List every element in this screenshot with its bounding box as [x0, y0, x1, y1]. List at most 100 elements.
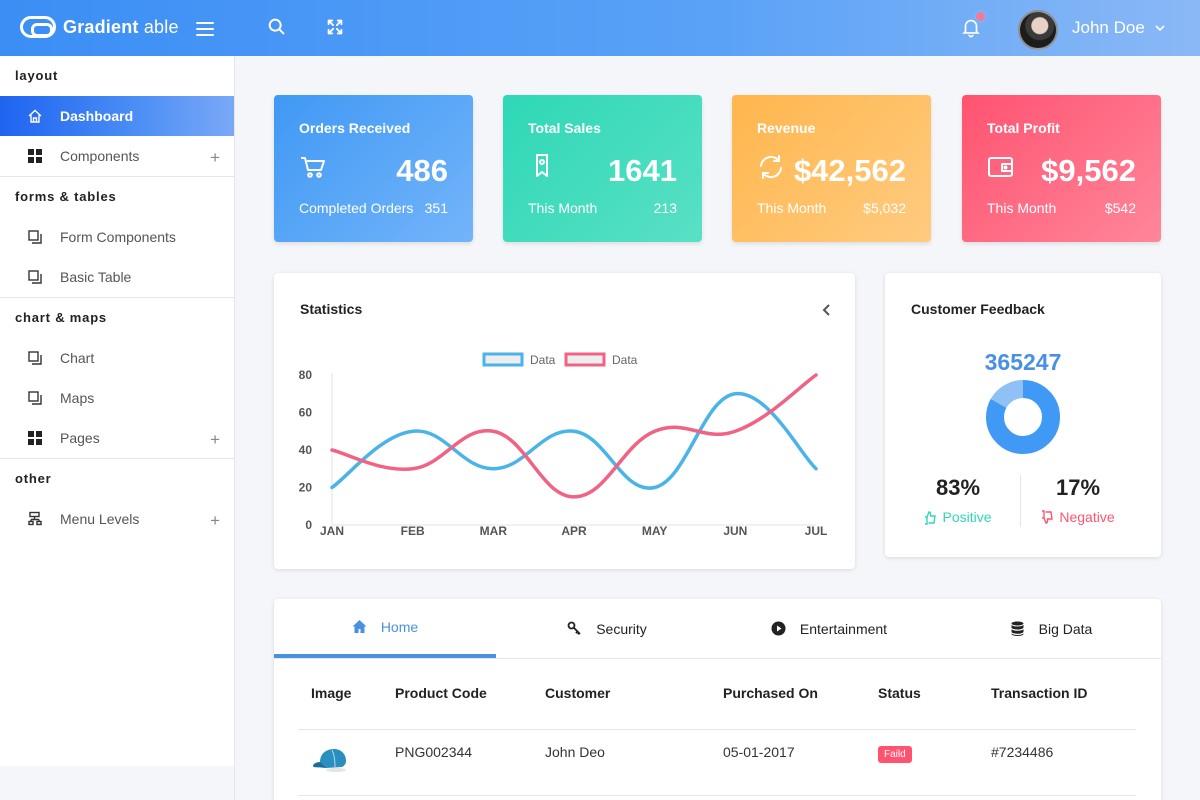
legend-label: Data: [612, 353, 638, 367]
sidebar-item-label: Components: [60, 148, 140, 164]
tab-label: Entertainment: [799, 620, 888, 637]
x-tick-label: MAY: [642, 524, 668, 538]
tab-entertainment[interactable]: Entertainment: [718, 599, 940, 658]
y-tick-label: 20: [299, 481, 313, 495]
status-cell: Faild: [878, 729, 991, 796]
tab-home[interactable]: Home: [274, 599, 496, 658]
products-table: Image Product Code Customer Purchased On…: [298, 685, 1136, 796]
cart-icon: [301, 157, 325, 178]
thumbs-down-icon: [1042, 509, 1054, 524]
key-icon: [567, 621, 581, 635]
grid-icon: [28, 431, 42, 445]
legend-swatch: [482, 352, 524, 367]
x-tick-label: FEB: [401, 524, 425, 538]
user-name[interactable]: John Doe: [1072, 18, 1145, 37]
tag-icon: [536, 154, 548, 177]
panel-title: Statistics: [300, 301, 363, 317]
sidebar-item-components[interactable]: Components +: [0, 136, 234, 176]
legend-label: Data: [530, 353, 556, 367]
y-tick-label: 60: [299, 406, 313, 420]
stat-card-sales: Total Sales 1641 This Month 213: [503, 95, 702, 242]
expand-plus-icon[interactable]: +: [210, 148, 220, 167]
stat-value: 486: [396, 153, 448, 188]
sidebar-caption: layout: [15, 68, 59, 83]
stat-card-revenue: Revenue $42,562 This Month $5,032: [732, 95, 931, 242]
sidebar-item-label: Basic Table: [60, 269, 132, 285]
stat-value: $9,562: [1041, 153, 1136, 188]
transaction-id-cell: #7234486: [991, 729, 1136, 796]
feedback-donut-chart: [986, 380, 1060, 454]
home-icon: [28, 109, 42, 123]
stat-card-profit: Total Profit $9,562 This Month $542: [962, 95, 1161, 242]
donut-slice-negative: [986, 380, 1060, 454]
sidebar-item-label: Dashboard: [60, 108, 134, 124]
sidebar-item-menu-levels[interactable]: Menu Levels +: [0, 499, 234, 539]
stat-sub-label: This Month: [987, 200, 1057, 216]
top-header: Gradient able John Doe: [0, 0, 1200, 56]
table-row[interactable]: PNG002344 John Deo 05-01-2017 Faild #723…: [298, 729, 1136, 796]
logo-icon: [20, 16, 56, 38]
avatar[interactable]: [1018, 10, 1058, 50]
brand-logo[interactable]: Gradient able: [20, 16, 179, 38]
legend-swatch: [564, 352, 606, 367]
statistics-chart: 0 20 40 60 80 JAN FEB MAR APR MAY JUN JUL Data Data: [299, 352, 828, 538]
stat-sub-label: This Month: [757, 200, 827, 216]
sidebar-item-chart[interactable]: Chart: [0, 338, 234, 378]
menu-toggle-icon[interactable]: [196, 22, 214, 40]
stat-sub-value: 213: [653, 200, 677, 216]
x-tick-label: JAN: [320, 524, 344, 538]
product-image-cell: [298, 729, 395, 796]
series-line-0: [330, 391, 818, 490]
tab-label: Home: [380, 618, 419, 635]
column-header: Product Code: [395, 685, 545, 730]
feedback-total: 365247: [984, 349, 1062, 375]
copy-icon: [28, 230, 42, 244]
tab-label: Big Data: [1038, 620, 1093, 637]
x-tick-label: JUN: [723, 524, 747, 538]
y-tick-label: 80: [299, 368, 313, 382]
chevron-down-icon[interactable]: [1154, 22, 1166, 34]
sidebar-item-maps[interactable]: Maps: [0, 378, 234, 418]
grid-icon: [28, 149, 42, 163]
column-header: Image: [298, 685, 395, 730]
chevron-left-icon[interactable]: [821, 303, 831, 317]
stat-title: Revenue: [757, 120, 816, 136]
sidebar-item-pages[interactable]: Pages +: [0, 418, 234, 458]
x-tick-label: JUL: [805, 524, 828, 538]
database-icon: [1011, 621, 1024, 636]
stat-title: Orders Received: [299, 120, 411, 136]
sidebar-caption: chart & maps: [15, 310, 107, 325]
stat-sub-value: $542: [1104, 200, 1136, 216]
table-header-row: Image Product Code Customer Purchased On…: [298, 685, 1136, 730]
search-icon[interactable]: [266, 16, 288, 38]
purchased-on-cell: 05-01-2017: [723, 729, 878, 796]
statistics-panel: Statistics 0 20 40 60 80 JAN FEB MAR APR MAY JUN JU…: [274, 273, 855, 569]
refresh-icon: [760, 155, 782, 179]
tab-big-data[interactable]: Big Data: [940, 599, 1162, 658]
x-tick-label: MAR: [480, 524, 508, 538]
products-panel: Home Security Entertainment Big Data Ima…: [274, 599, 1161, 800]
sidebar-footer: [0, 766, 235, 800]
expand-plus-icon[interactable]: +: [210, 511, 220, 530]
customer-feedback-panel: Customer Feedback 365247 83% Positive 17…: [885, 273, 1161, 557]
sidebar-item-basic-table[interactable]: Basic Table: [0, 257, 234, 297]
sidebar-caption: forms & tables: [15, 189, 117, 204]
tab-security[interactable]: Security: [496, 599, 718, 658]
feedback-positive: 83% Positive: [915, 475, 1001, 525]
cap-image: [313, 748, 346, 772]
sidebar-item-label: Form Components: [60, 229, 176, 245]
brand-name: Gradient able: [63, 16, 179, 37]
fullscreen-icon[interactable]: [324, 16, 346, 38]
sidebar-item-label: Menu Levels: [60, 511, 140, 527]
bell-icon[interactable]: [960, 16, 982, 38]
negative-percent: 17%: [1055, 475, 1101, 500]
stat-value: 1641: [608, 153, 677, 188]
sidebar-item-label: Chart: [60, 350, 95, 366]
home-icon: [352, 620, 367, 633]
sidebar-item-form-components[interactable]: Form Components: [0, 217, 234, 257]
product-code-cell: PNG002344: [395, 729, 545, 796]
stat-sub-value: 351: [424, 200, 448, 216]
sidebar-item-dashboard[interactable]: Dashboard: [0, 96, 234, 136]
feedback-negative: 17% Negative: [1028, 475, 1128, 525]
expand-plus-icon[interactable]: +: [210, 430, 220, 449]
